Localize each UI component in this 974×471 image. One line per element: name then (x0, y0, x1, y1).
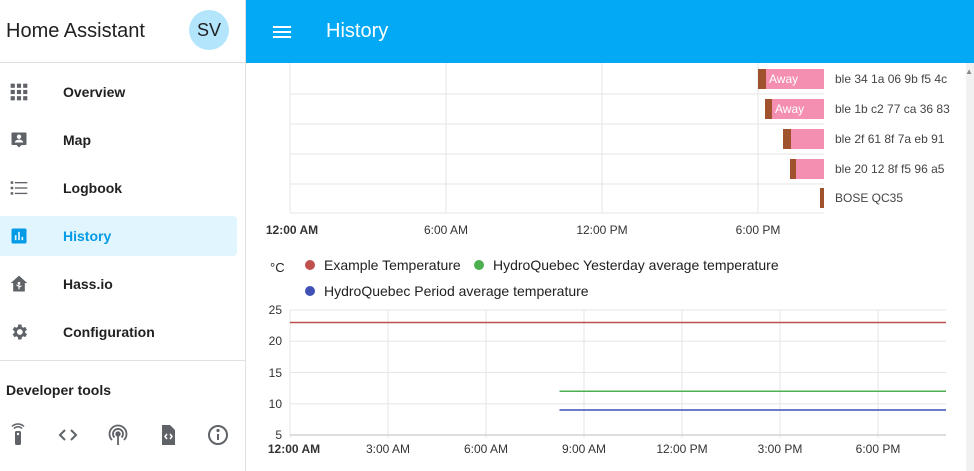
app-header: History (246, 0, 974, 63)
developer-tools-title: Developer tools (6, 382, 112, 398)
temperature-line-chart (289, 309, 946, 438)
legend-label: Example Temperature (324, 257, 461, 273)
sidebar-header: Home Assistant SV (0, 0, 245, 63)
timeline-entity-label: ble 1b c2 77 ca 36 83 (835, 102, 950, 116)
timeline-bar-away (791, 129, 824, 149)
code-icon[interactable] (56, 423, 80, 447)
chart-unit-label: °C (270, 260, 285, 275)
app-title: Home Assistant (6, 19, 145, 42)
sidebar-item-label: Logbook (63, 180, 123, 196)
timeline-chart: Away Away (289, 63, 824, 214)
sidebar-item-hassio[interactable]: Hass.io (0, 264, 237, 304)
timeline-bar-home (783, 129, 791, 149)
legend-item[interactable]: Example Temperature (305, 257, 461, 273)
timeline-bar-away (772, 99, 824, 119)
sidebar-item-label: Overview (63, 84, 126, 100)
grid-icon (10, 83, 28, 101)
info-icon[interactable] (206, 423, 230, 447)
map-account-icon (11, 132, 27, 148)
sidebar-item-label: Hass.io (63, 276, 113, 292)
x-tick-label: 6:00 PM (855, 442, 901, 456)
file-code-icon[interactable] (156, 423, 180, 447)
legend-label: HydroQuebec Period average temperature (324, 283, 589, 299)
timeline-bar-home (758, 69, 766, 89)
scrollbar[interactable]: ▲ (965, 63, 974, 471)
sidebar-divider (0, 360, 245, 361)
timeline-x-tick-label: 6:00 PM (735, 223, 781, 237)
list-icon (10, 181, 28, 195)
timeline-state-label: Away (769, 72, 798, 86)
sidebar-item-configuration[interactable]: Configuration (0, 312, 237, 352)
gear-icon (12, 324, 27, 340)
timeline-entity-label: ble 20 12 8f f5 96 a5 (835, 162, 945, 176)
timeline-bar-away (796, 159, 824, 179)
legend-marker (305, 286, 315, 296)
sidebar-item-map[interactable]: Map (0, 120, 237, 160)
sidebar-item-label: Configuration (63, 324, 155, 340)
timeline-x-tick-label: 12:00 AM (265, 223, 319, 237)
y-tick-label: 5 (275, 428, 282, 442)
timeline-entity-label: ble 34 1a 06 9b f5 4c (835, 72, 948, 86)
legend-item[interactable]: HydroQuebec Yesterday average temperatur… (474, 257, 779, 273)
legend-label: HydroQuebec Yesterday average temperatur… (493, 257, 779, 273)
remote-icon[interactable] (6, 423, 30, 447)
x-tick-label: 12:00 AM (267, 442, 321, 456)
timeline-entity-label: BOSE QC35 (835, 191, 904, 205)
sidebar-item-logbook[interactable]: Logbook (0, 168, 237, 208)
legend-item[interactable]: HydroQuebec Period average temperature (305, 283, 589, 299)
timeline-state-label: Away (775, 102, 804, 116)
menu-icon[interactable] (270, 20, 294, 44)
x-tick-label: 6:00 AM (463, 442, 509, 456)
x-tick-label: 3:00 PM (757, 442, 803, 456)
timeline-x-tick-label: 12:00 PM (576, 223, 628, 237)
sidebar-item-history[interactable]: History (0, 216, 237, 256)
legend-marker (474, 260, 484, 270)
sidebar: Home Assistant SV Overview Map Logbook H… (0, 0, 246, 471)
y-tick-label: 10 (268, 396, 282, 411)
timeline-bar-home (790, 159, 796, 179)
legend-marker (305, 260, 315, 270)
x-tick-label: 9:00 AM (561, 442, 607, 456)
page-title: History (326, 20, 389, 42)
avatar[interactable]: SV (189, 10, 229, 50)
antenna-icon[interactable] (106, 423, 130, 447)
timeline-bar-home (820, 188, 824, 208)
scroll-up-arrow[interactable]: ▲ (965, 67, 973, 76)
sidebar-item-overview[interactable]: Overview (0, 72, 237, 112)
sidebar-item-label: History (63, 228, 112, 244)
timeline-entity-label: ble 2f 61 8f 7a eb 91 (835, 132, 945, 146)
y-tick-label: 25 (268, 303, 282, 317)
home-assistant-icon (10, 275, 28, 292)
y-tick-label: 20 (268, 334, 282, 349)
sidebar-item-label: Map (63, 132, 91, 148)
chart-bar-icon (11, 228, 27, 244)
timeline-bar-home (765, 99, 772, 119)
timeline-bar-away (766, 69, 824, 89)
y-tick-label: 15 (268, 365, 282, 380)
x-tick-label: 3:00 AM (365, 442, 411, 456)
timeline-x-tick-label: 6:00 AM (423, 223, 469, 237)
x-tick-label: 12:00 PM (656, 442, 708, 456)
history-content: Away Away ble 34 1a 06 9b f5 4c ble 1b c2 … (246, 63, 974, 471)
